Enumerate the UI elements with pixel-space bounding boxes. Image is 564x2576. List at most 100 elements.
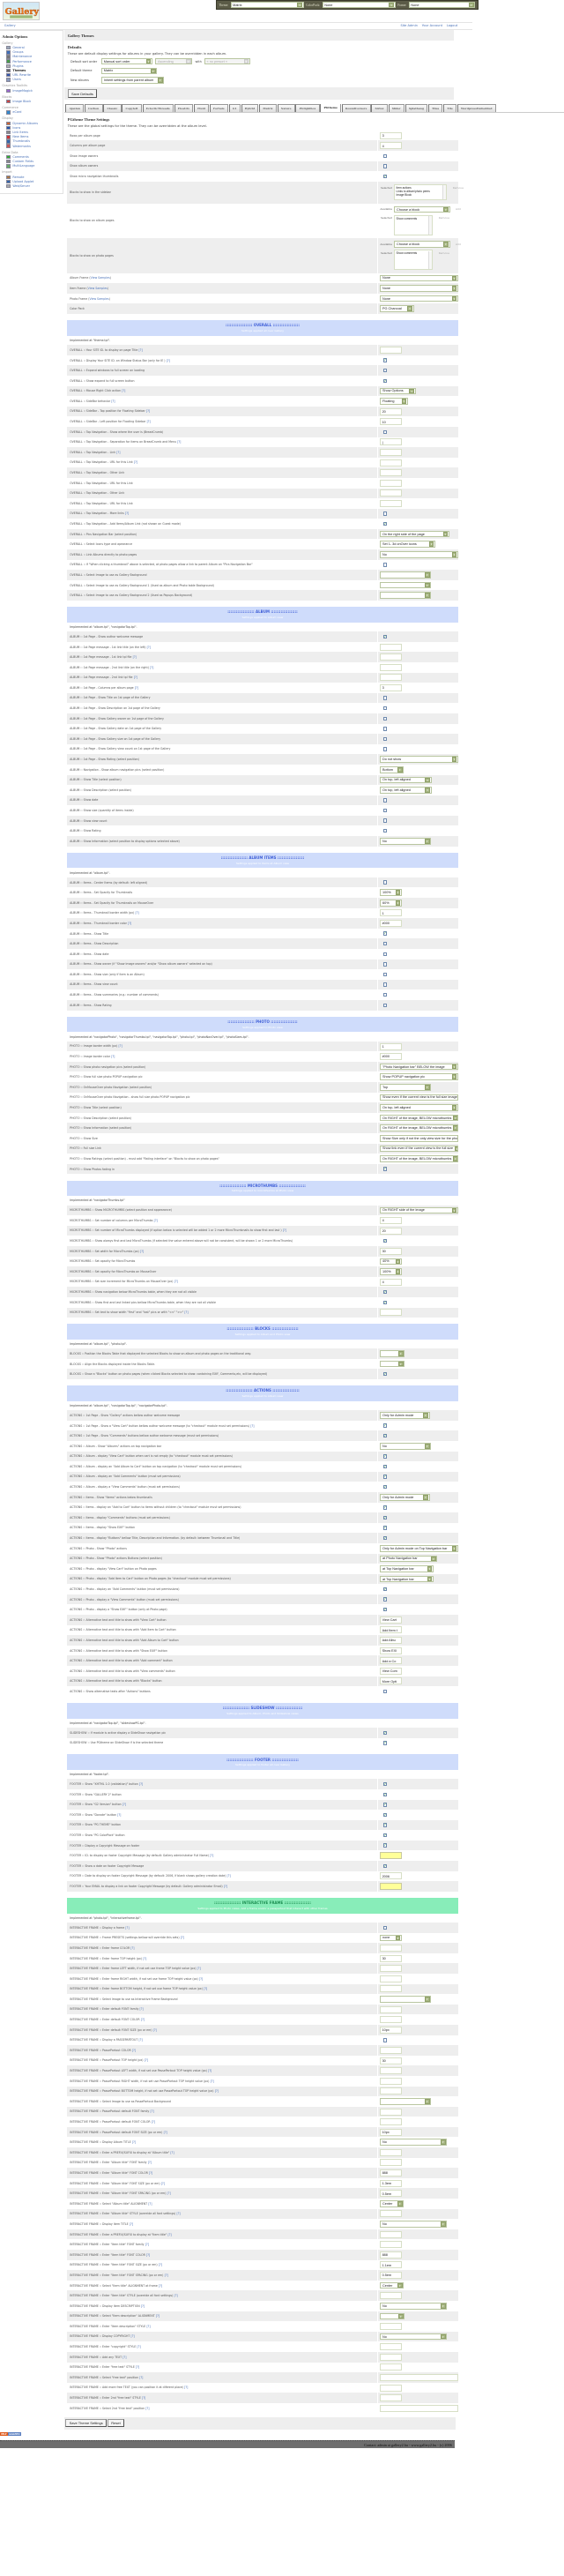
select-field[interactable]: No ▾: [380, 2302, 448, 2310]
checkbox[interactable]: ✓: [382, 1812, 387, 1818]
text-input[interactable]: 20: [380, 1227, 403, 1235]
sidebar-item-groups[interactable]: Groups: [2, 50, 60, 55]
checkbox[interactable]: ✓: [382, 1433, 387, 1438]
help-link[interactable]: [?]: [166, 358, 170, 362]
select-field[interactable]: On RIGHT of the image, BELOW microthumbs…: [380, 1114, 458, 1122]
text-input[interactable]: #000: [380, 1053, 403, 1061]
select-field[interactable]: None ▾: [380, 285, 458, 292]
help-link[interactable]: [?]: [250, 1423, 255, 1428]
checkbox[interactable]: ✓: [382, 1597, 387, 1602]
checkbox[interactable]: [382, 798, 387, 803]
text-input[interactable]: Add Item t: [380, 1626, 403, 1634]
select-field[interactable]: Only for Admin mode ▾: [380, 1493, 430, 1501]
tab-pgtheme[interactable]: PGtheme: [320, 103, 342, 113]
text-input[interactable]: [380, 489, 403, 497]
text-input[interactable]: [380, 1309, 403, 1317]
help-link[interactable]: [?]: [111, 399, 115, 403]
text-input[interactable]: View Cart: [380, 1616, 403, 1624]
text-input[interactable]: [380, 2118, 403, 2126]
remove-button[interactable]: Remove: [438, 250, 449, 255]
checkbox[interactable]: ✓: [382, 1515, 387, 1520]
text-input[interactable]: [380, 2322, 403, 2330]
checkbox[interactable]: [382, 952, 387, 956]
help-link[interactable]: [?]: [138, 2038, 143, 2042]
save-defaults-button[interactable]: Save Defaults: [67, 89, 98, 98]
checkbox[interactable]: ✓: [382, 634, 387, 639]
select-field[interactable]: On RIGHT of the image, BELOW microthumbs…: [380, 1155, 458, 1162]
select-field[interactable]: 40% ▾: [380, 1258, 403, 1266]
select-field[interactable]: No ▾: [380, 838, 432, 845]
text-input[interactable]: [380, 1945, 403, 1952]
text-input[interactable]: [380, 2159, 403, 2167]
selected-block-item[interactable]: Links to album/photo peers: [396, 189, 430, 193]
help-link[interactable]: [?]: [129, 2221, 134, 2226]
tab-forsale[interactable]: ForSale: [209, 103, 228, 113]
checkbox[interactable]: ✓: [382, 521, 387, 526]
select-field[interactable]: ▾: [380, 2312, 405, 2320]
text-input[interactable]: 30: [380, 1954, 403, 1962]
text-input[interactable]: [380, 1985, 403, 1993]
text-input[interactable]: [380, 1975, 403, 1982]
help-link[interactable]: [?]: [226, 1874, 231, 1878]
checkbox[interactable]: [382, 511, 387, 516]
help-link[interactable]: [?]: [125, 1925, 130, 1930]
checkbox[interactable]: ✓: [382, 1300, 387, 1304]
sidebar-item-themes[interactable]: Themes: [2, 68, 60, 73]
help-link[interactable]: [?]: [139, 1249, 145, 1253]
tab-fluid[interactable]: Fluid: [193, 103, 210, 113]
selected-blocks-list[interactable]: Show comments: [394, 250, 434, 271]
theme-select[interactable]: Matrix ▾: [230, 1, 304, 9]
text-input[interactable]: [380, 2148, 403, 2156]
help-link[interactable]: [?]: [198, 1976, 204, 1981]
text-input[interactable]: [380, 469, 403, 477]
text-input[interactable]: 4: [380, 142, 403, 150]
checkbox[interactable]: ✓: [382, 1608, 387, 1612]
help-link[interactable]: [?]: [214, 2089, 219, 2094]
tab-roundcorners[interactable]: RoundCorners: [341, 103, 371, 113]
sort-order-select[interactable]: Manual sort order ▾: [101, 57, 153, 65]
text-input[interactable]: Add a Co: [380, 1657, 403, 1665]
select-field[interactable]: On top, left aligned ▾: [380, 787, 432, 794]
text-input[interactable]: [380, 2046, 403, 2054]
help-link[interactable]: [?]: [131, 2048, 137, 2052]
text-input[interactable]: [380, 1965, 403, 1973]
checkbox[interactable]: [382, 880, 387, 885]
help-link[interactable]: [?]: [116, 450, 121, 454]
help-link[interactable]: [?]: [159, 2283, 163, 2288]
help-link[interactable]: [?]: [130, 2334, 135, 2339]
text-input[interactable]: [380, 2087, 403, 2095]
view-samples-link[interactable]: View Samples: [87, 286, 108, 290]
select-field[interactable]: On RIGHT of the image, BELOW microthumbs…: [380, 1124, 458, 1132]
help-link[interactable]: [?]: [174, 1280, 178, 1284]
checkbox[interactable]: [382, 2038, 387, 2042]
sidebar-item-maintenance[interactable]: Maintenance: [2, 55, 60, 59]
select-field[interactable]: ▾: [380, 2098, 432, 2105]
text-input[interactable]: [380, 347, 403, 354]
select-field[interactable]: at Top Navigation bar ▾: [380, 1565, 434, 1572]
help-link[interactable]: [?]: [144, 2058, 148, 2063]
tab-wordpressembedded[interactable]: WordpressEmbedded: [456, 103, 496, 113]
checkbox[interactable]: ✓: [382, 1781, 387, 1787]
select-field[interactable]: ▾: [380, 1350, 405, 1357]
tab-tile[interactable]: Tile: [443, 103, 457, 113]
text-input[interactable]: 888: [380, 2169, 403, 2177]
help-link[interactable]: [?]: [149, 2170, 153, 2175]
select-field[interactable]: PG Charcoal ▾: [380, 305, 414, 313]
help-link[interactable]: [?]: [122, 2355, 127, 2359]
text-input[interactable]: [380, 1852, 403, 1860]
text-input[interactable]: |: [380, 438, 403, 446]
text-input[interactable]: [380, 2005, 403, 2013]
select-field[interactable]: Set 1- 3d onOver icons ▾: [380, 541, 436, 549]
help-link[interactable]: [?]: [117, 1812, 122, 1817]
text-input[interactable]: 20: [380, 407, 403, 415]
help-link[interactable]: [?]: [223, 1884, 228, 1888]
checkbox[interactable]: ✓: [382, 1238, 387, 1243]
sidebar-item-remote[interactable]: Remote: [2, 175, 60, 179]
checkbox[interactable]: [382, 972, 387, 977]
help-link[interactable]: [?]: [153, 1218, 158, 1222]
tab-splatbang[interactable]: Splatbang: [404, 103, 428, 113]
checkbox[interactable]: [382, 1003, 387, 1007]
select-field[interactable]: none ▾: [380, 1934, 403, 1942]
checkbox[interactable]: [382, 982, 387, 987]
help-link[interactable]: [?]: [184, 2386, 189, 2390]
